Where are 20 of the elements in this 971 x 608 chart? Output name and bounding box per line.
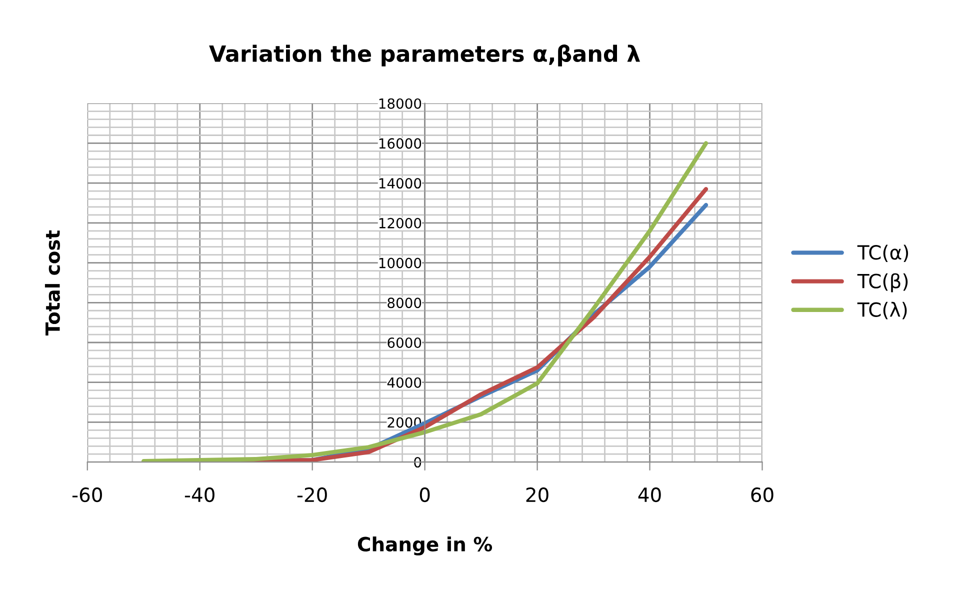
y-tick-label: 10000 xyxy=(379,258,422,268)
y-axis-title: Total cost xyxy=(44,230,60,336)
y-tick-label: 4000 xyxy=(387,377,422,388)
x-tick-label: -60 xyxy=(72,487,102,502)
x-tick-label: 60 xyxy=(751,487,774,502)
legend-label: TC(λ) xyxy=(857,302,907,320)
x-axis-title: Change in % xyxy=(358,536,492,556)
y-tick-label: 12000 xyxy=(379,218,422,228)
y-tick-label: 16000 xyxy=(379,138,422,149)
chart-title: Variation the parameters α,βand λ xyxy=(209,44,640,66)
x-tick-label: -40 xyxy=(184,487,214,502)
y-tick-label: 14000 xyxy=(379,178,422,189)
y-tick-label: 8000 xyxy=(388,298,422,308)
y-tick-label: 18000 xyxy=(379,98,422,109)
y-tick-label: 6000 xyxy=(388,337,422,348)
x-tick-label: 20 xyxy=(526,487,548,502)
x-tick-label: 40 xyxy=(638,487,661,502)
legend-label: TC(α) xyxy=(857,244,908,262)
x-tick-label: -20 xyxy=(297,487,327,502)
legend-label: TC(β) xyxy=(857,273,908,292)
